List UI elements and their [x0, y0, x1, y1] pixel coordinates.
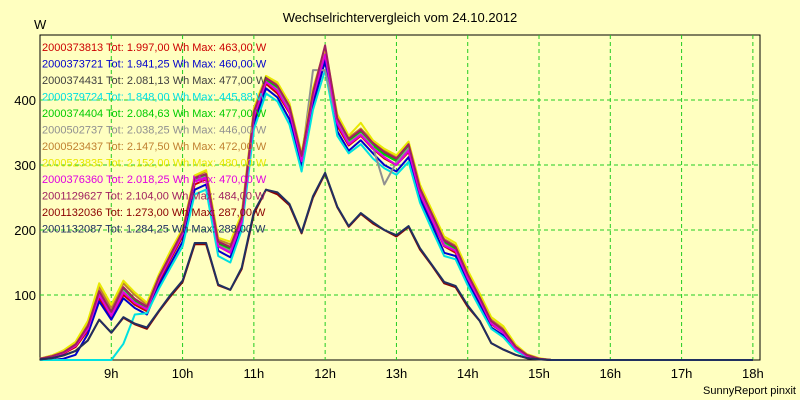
y-tick-label: 300	[14, 158, 36, 173]
x-tick-label: 13h	[386, 366, 408, 381]
y-tick-label: 400	[14, 93, 36, 108]
y-tick-labels: 100 200 300 400	[14, 93, 36, 303]
x-tick-label: 10h	[172, 366, 194, 381]
legend-entry-3: 2000379724 Tot: 1.848,00 Wh Max: 445,88 …	[42, 92, 267, 104]
chart-title: Wechselrichtervergleich vom 24.10.2012	[283, 10, 518, 25]
x-tick-label: 11h	[243, 366, 264, 381]
legend-entry-9: 2001129627 Tot: 2.104,00 Wh Max: 484,00 …	[42, 191, 266, 203]
legend-entry-0: 2000373813 Tot: 1.997,00 Wh Max: 463,00 …	[42, 42, 267, 54]
legend-entry-8: 2000376360 Tot: 2.018,25 Wh Max: 470,00 …	[42, 174, 267, 186]
x-tick-label: 17h	[671, 366, 693, 381]
series-lines	[39, 44, 753, 361]
x-tick-labels: 9h 10h 11h 12h 13h 14h 15h 16h 17h 18h	[104, 366, 764, 381]
legend: 2000373813 Tot: 1.997,00 Wh Max: 463,00 …	[42, 42, 267, 236]
y-axis-unit: W	[34, 17, 47, 32]
legend-entry-1: 2000373721 Tot: 1.941,25 Wh Max: 460,00 …	[42, 59, 267, 71]
legend-entry-2: 2000374431 Tot: 2.081,13 Wh Max: 477,00 …	[42, 75, 267, 87]
legend-entry-11: 2001132087 Tot: 1.284,25 Wh Max: 288,00 …	[42, 224, 266, 236]
y-tick-label: 200	[14, 223, 36, 238]
series-line-11	[39, 171, 753, 361]
grid-lines	[40, 35, 760, 360]
x-tick-label: 9h	[104, 366, 118, 381]
plot-area	[39, 34, 761, 361]
x-tick-label: 16h	[599, 366, 621, 381]
x-tick-label: 15h	[528, 366, 550, 381]
legend-entry-5: 2000502737 Tot: 2.038,25 Wh Max: 446,00 …	[42, 125, 267, 137]
y-tick-label: 100	[14, 288, 36, 303]
x-tick-label: 14h	[457, 366, 479, 381]
legend-entry-6: 2000523437 Tot: 2.147,50 Wh Max: 472,00 …	[42, 141, 267, 153]
legend-entry-10: 2001132036 Tot: 1.273,00 Wh Max: 287,00 …	[42, 207, 266, 219]
legend-entry-4: 2000374404 Tot: 2.084,63 Wh Max: 477,00 …	[42, 108, 267, 120]
credit-label: SunnyReport pinxit	[703, 385, 796, 397]
legend-entry-7: 2000523835 Tot: 2.152,00 Wh Max: 480,00 …	[42, 158, 267, 170]
x-tick-label: 12h	[314, 366, 336, 381]
x-tick-label: 18h	[742, 366, 764, 381]
